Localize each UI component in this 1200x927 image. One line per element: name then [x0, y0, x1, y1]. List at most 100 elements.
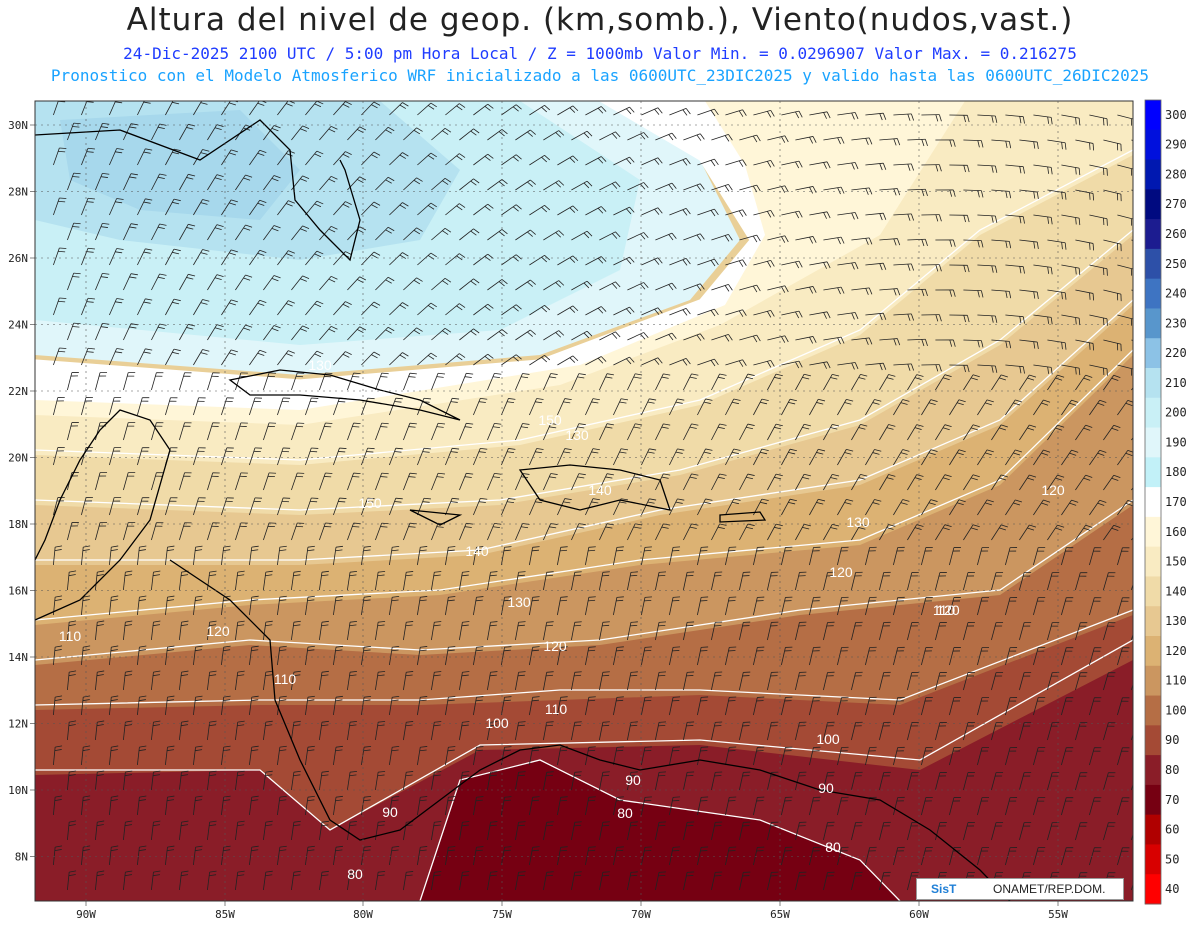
wind-barb	[137, 545, 147, 566]
wind-barb	[1075, 822, 1088, 841]
wind-barb	[669, 546, 681, 566]
wind-barb	[655, 182, 677, 191]
lon-label: 55W	[1048, 908, 1068, 921]
wind-barb	[473, 253, 494, 266]
wind-barb	[879, 238, 901, 246]
wind-barb	[263, 422, 277, 441]
wind-barb	[739, 423, 755, 441]
wind-barb	[67, 522, 79, 541]
wind-barb	[725, 546, 737, 566]
wind-barb	[893, 746, 905, 766]
wind-barb	[795, 336, 817, 344]
wind-barb	[599, 621, 610, 641]
wind-barb	[333, 447, 347, 466]
colorbar-swatch	[1145, 427, 1161, 458]
wind-barb	[319, 422, 333, 441]
wind-barb	[711, 334, 733, 342]
wind-barb	[907, 374, 924, 391]
wind-barb	[921, 264, 942, 272]
wind-barb	[1047, 722, 1060, 741]
wind-barb	[333, 645, 344, 666]
wind-barb	[291, 570, 301, 591]
wind-barb	[1089, 499, 1107, 516]
wind-barb	[291, 670, 301, 691]
wind-barb	[333, 201, 352, 216]
contour-label: 150	[358, 495, 382, 511]
wind-barb	[641, 207, 663, 216]
wind-barb	[67, 670, 77, 691]
contour-label: 90	[625, 772, 641, 788]
colorbar-label: 70	[1165, 793, 1179, 807]
wind-barb	[767, 721, 779, 741]
wind-barb	[389, 746, 400, 766]
wind-barb	[501, 254, 522, 266]
wind-barb	[753, 746, 765, 766]
wind-barb	[53, 197, 67, 216]
wind-barb	[109, 298, 124, 316]
wind-barb	[683, 821, 695, 841]
wind-barb	[1089, 547, 1102, 566]
wind-barb	[235, 174, 253, 191]
wind-barb	[851, 771, 863, 791]
wind-barb	[599, 821, 610, 841]
wind-barb	[1117, 647, 1130, 666]
wind-barb	[305, 350, 324, 366]
wind-barb	[893, 213, 915, 221]
lat-label: 30N	[8, 119, 28, 132]
wind-barb	[179, 372, 192, 391]
wind-barb	[543, 821, 554, 841]
wind-barb	[599, 523, 614, 541]
wind-barb	[515, 179, 536, 191]
wind-barb	[837, 262, 859, 270]
wind-barb	[95, 222, 110, 241]
wind-barb	[207, 422, 220, 441]
wind-barb	[977, 314, 998, 323]
wind-barb	[193, 397, 206, 416]
wind-barb	[515, 821, 526, 841]
wind-barb	[753, 696, 765, 716]
wind-barb	[193, 795, 203, 816]
wind-barb	[291, 620, 301, 641]
wind-barb	[1075, 424, 1093, 441]
contour-label: 100	[485, 715, 509, 731]
wind-barb	[613, 498, 629, 516]
wind-barb	[1033, 697, 1046, 716]
wind-barb	[431, 721, 442, 741]
wind-barb	[893, 796, 905, 816]
wind-barb	[529, 354, 551, 366]
wind-barb	[991, 374, 1008, 391]
wind-barb	[557, 105, 579, 116]
wind-barb	[865, 746, 877, 766]
wind-barb	[669, 448, 685, 466]
latitude-labels: 30N 28N 26N 24N 22N 20N 18N 16N 14N 12N 10N 8N	[8, 119, 28, 864]
wind-barb	[123, 372, 136, 391]
wind-barb	[1131, 783, 1133, 791]
wind-barb	[725, 359, 747, 367]
wind-barb	[725, 796, 737, 816]
wind-barb	[193, 745, 203, 766]
colorbar-label: 130	[1165, 614, 1187, 628]
wind-barb	[1061, 847, 1074, 866]
wind-barb	[165, 148, 181, 166]
wind-barb	[669, 258, 691, 266]
wind-barb	[277, 745, 287, 766]
wind-barb	[865, 546, 877, 566]
wind-barb	[529, 254, 551, 266]
longitude-labels: 90W 85W 80W 75W 70W 65W 60W 55W	[76, 908, 1068, 921]
wind-barb	[123, 472, 136, 491]
wind-barb	[1117, 164, 1133, 176]
wind-barb	[417, 302, 437, 316]
wind-barb	[571, 871, 582, 891]
wind-barb	[305, 595, 315, 616]
wind-barb	[879, 721, 891, 741]
wind-barb	[445, 303, 466, 316]
contour-label: 120	[1041, 482, 1065, 498]
wind-barb	[165, 198, 181, 216]
wind-barb	[627, 132, 649, 141]
wind-barb	[599, 721, 610, 741]
wind-barb	[515, 373, 530, 391]
wind-barb	[375, 276, 395, 291]
wind-barb	[1117, 697, 1130, 716]
wind-barb	[739, 771, 751, 791]
wind-barb	[249, 447, 262, 466]
